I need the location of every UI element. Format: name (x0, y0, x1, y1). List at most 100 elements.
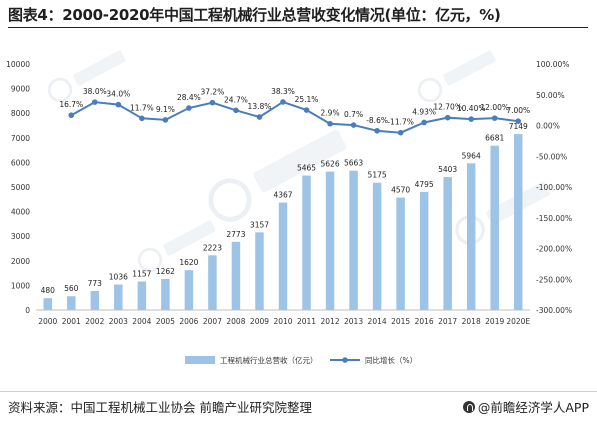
revenue-bar (443, 177, 452, 310)
x-axis-labels: 2000 2001 2002 2003 2004 2005 2006 2007 2008 2009… (38, 317, 530, 326)
bar-value-label: 5175 (368, 171, 387, 180)
revenue-bar (90, 290, 100, 310)
revenue-growth-chart: 0 1000 2000 3000 4000 5000 6000 7000 8000 9000 100… (6, 50, 572, 365)
category-label: 2011 (297, 317, 316, 326)
growth-line-series: 16.7%38.0% 34.0%11.7% 9.1%28.4%37.2%24.7%1… (59, 87, 530, 136)
category-label: 2001 (62, 317, 81, 326)
right-tick-label: -300.00% (536, 306, 572, 315)
brand-credit: @前瞻经济学人APP (462, 397, 589, 416)
growth-value-label: 11.7% (130, 103, 154, 112)
growth-value-label: -11.7% (387, 118, 414, 127)
growth-value-label: 12.00% (480, 103, 509, 112)
revenue-bar (114, 284, 123, 310)
left-tick-label: 6000 (11, 158, 30, 167)
left-tick-label: 5000 (11, 183, 30, 192)
growth-point (233, 107, 239, 114)
revenue-bar (137, 281, 147, 310)
bar-value-label: 5403 (438, 165, 457, 174)
growth-line (70, 100, 519, 134)
growth-point (350, 122, 357, 128)
revenue-bar (278, 202, 288, 310)
legend-bar-swatch (185, 356, 215, 364)
bar-value-label: 5465 (297, 164, 316, 173)
legend-line-marker (342, 357, 348, 363)
category-label: 2009 (250, 317, 269, 326)
source-note: 资料来源：中国工程机械工业协会 前瞻产业研究院整理 (8, 400, 312, 415)
growth-point (397, 129, 404, 136)
category-label: 2018 (462, 317, 481, 326)
revenue-bar (208, 255, 217, 310)
revenue-bar (161, 278, 170, 310)
growth-value-label: 16.7% (59, 100, 83, 109)
bar-value-label: 1620 (179, 258, 198, 267)
growth-point (280, 99, 286, 105)
watermark-layer (47, 50, 551, 273)
growth-point (256, 114, 263, 120)
watermark-icon (417, 50, 496, 103)
growth-value-label: 38.3% (271, 87, 295, 96)
category-label: 2007 (203, 317, 222, 326)
category-label: 2015 (391, 317, 410, 326)
revenue-bar (67, 296, 76, 310)
growth-value-label: -8.6% (366, 116, 388, 125)
bar-value-label: 4570 (391, 186, 410, 195)
bar-value-label: 1262 (156, 267, 175, 276)
bar-value-label: 773 (88, 279, 103, 288)
growth-value-label: 24.7% (224, 95, 248, 104)
category-label: 2000 (38, 317, 57, 326)
growth-point (468, 116, 474, 122)
bar-value-label: 7149 (509, 122, 528, 131)
chart-legend: 工程机械行业总营收（亿元） 同比增长（%） (185, 355, 417, 365)
bar-value-label: 1157 (132, 270, 151, 279)
growth-point (68, 112, 75, 119)
growth-point (374, 127, 380, 134)
watermark-icon (137, 220, 216, 273)
revenue-bar (302, 175, 311, 310)
right-tick-label: 0.00% (536, 122, 560, 131)
brand-logo-icon (462, 400, 475, 413)
category-label: 2020E (506, 317, 530, 326)
legend-line-label: 同比增长（%） (365, 355, 417, 365)
bar-value-label: 2223 (203, 243, 222, 252)
growth-point (327, 120, 333, 127)
growth-point (92, 99, 98, 105)
revenue-bar (419, 192, 429, 310)
bar-value-label: 1036 (109, 273, 128, 282)
left-tick-label: 0 (25, 306, 30, 315)
growth-value-label: 34.0% (106, 90, 130, 99)
left-tick-label: 3000 (11, 232, 30, 241)
brand-text: @前瞻经济学人APP (477, 400, 589, 415)
bar-value-label: 2773 (226, 230, 245, 239)
growth-point (491, 115, 498, 121)
left-tick-label: 10000 (6, 60, 30, 69)
category-label: 2006 (179, 317, 198, 326)
revenue-bar (184, 270, 194, 310)
right-tick-label: 100.00% (536, 60, 569, 69)
category-label: 2008 (226, 317, 245, 326)
category-label: 2019 (485, 317, 504, 326)
right-tick-label: -100.00% (536, 183, 572, 192)
growth-point (421, 119, 427, 126)
growth-value-label: 0.7% (344, 110, 363, 119)
left-tick-label: 9000 (11, 85, 30, 94)
bar-value-label: 4795 (415, 180, 434, 189)
growth-point (444, 114, 451, 121)
right-tick-label: -150.00% (536, 214, 572, 223)
bar-value-label: 480 (41, 286, 56, 295)
growth-value-label: 10.40% (457, 104, 486, 113)
growth-value-label: 38.0% (83, 87, 107, 96)
revenue-bar (490, 145, 499, 310)
revenue-bar (255, 232, 264, 310)
footer-divider (0, 391, 597, 392)
chart-title: 图表4：2000-2020年中国工程机械行业总营收变化情况(单位：亿元，%) (8, 6, 501, 24)
category-label: 2013 (344, 317, 363, 326)
bar-value-label: 4367 (273, 191, 292, 200)
category-label: 2003 (109, 317, 128, 326)
bar-value-label: 560 (64, 284, 79, 293)
growth-point (303, 107, 310, 113)
left-tick-label: 1000 (11, 281, 30, 290)
revenue-bar (396, 197, 405, 310)
left-tick-label: 8000 (11, 109, 30, 118)
category-label: 2017 (438, 317, 457, 326)
growth-value-label: 25.1% (295, 95, 319, 104)
